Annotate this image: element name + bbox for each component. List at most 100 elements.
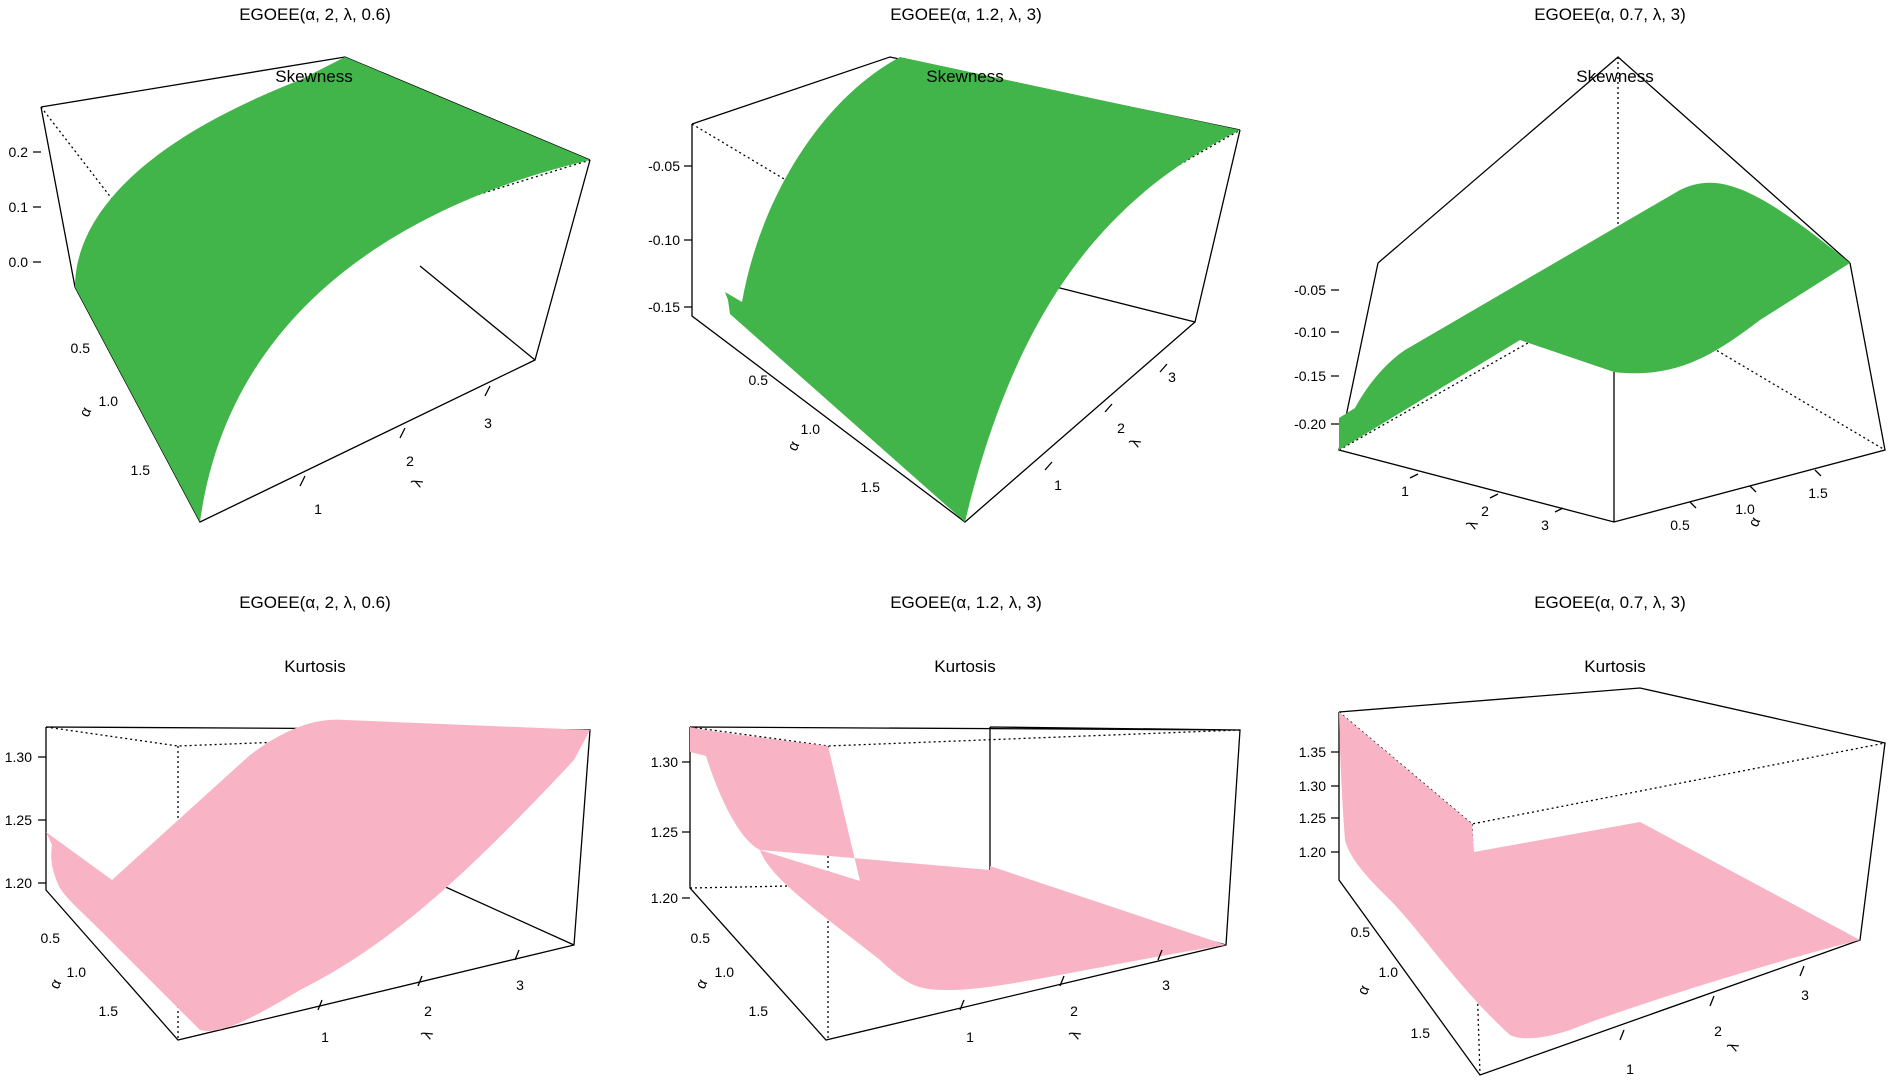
- panel-1-lambda-tick-label: 3: [484, 415, 492, 431]
- panel-5-z-tick-label: 1.20: [651, 890, 678, 906]
- panel-2-alpha-axis-label: α: [784, 438, 803, 453]
- panel-6-z-tick-label: 1.30: [1299, 778, 1326, 794]
- panel-5-alpha-axis-label: α: [692, 976, 711, 991]
- panel-6-z-tick-label: 1.20: [1299, 844, 1326, 860]
- panel-3-z-tick-label: -0.05: [1294, 282, 1326, 298]
- panel-3-z-ticks: [1331, 289, 1339, 425]
- panel-6-alpha-tick-label: 1.0: [1379, 964, 1399, 980]
- panel-6-lambda-tick-label: 2: [1714, 1023, 1722, 1039]
- panel-5-alpha-tick-label: 1.5: [749, 1003, 769, 1019]
- panel-3-alpha-axis-label: α: [1745, 514, 1764, 529]
- panel-5-lambda-tick-label: 3: [1162, 977, 1170, 993]
- panel-6-lambda-axis-label: λ: [1724, 1039, 1743, 1053]
- panel-1-lambda-axis-label: λ: [408, 475, 427, 489]
- panel-5-z-tick-label: 1.25: [651, 824, 678, 840]
- panel-6: EGOEE(α, 0.7, λ, 3) Kurtosis 1.35 1.30 1…: [1299, 593, 1886, 1077]
- panel-2-lambda-tick-label: 3: [1168, 369, 1176, 385]
- panel-4-lambda-tick-label: 2: [424, 1003, 432, 1019]
- panel-5-surface: [690, 727, 1226, 990]
- panel-2-alpha-tick-label: 1.5: [861, 479, 881, 495]
- panel-5-subtitle: Kurtosis: [934, 657, 995, 676]
- panel-6-z-tick-label: 1.25: [1299, 810, 1326, 826]
- panel-2: EGOEE(α, 1.2, λ, 3) Skewness -0.05 -0.10…: [648, 5, 1241, 523]
- panel-6-title: EGOEE(α, 0.7, λ, 3): [1534, 593, 1686, 612]
- panel-6-z-tick-label: 1.35: [1299, 744, 1326, 760]
- panel-5-title: EGOEE(α, 1.2, λ, 3): [890, 593, 1042, 612]
- panel-2-title: EGOEE(α, 1.2, λ, 3): [890, 5, 1042, 24]
- panel-4-alpha-tick-label: 1.0: [67, 964, 87, 980]
- panel-4-surface: [46, 719, 590, 1031]
- panel-4-alpha-tick-label: 0.5: [41, 930, 61, 946]
- panel-6-alpha-tick-label: 1.5: [1411, 1025, 1431, 1041]
- panel-3-lambda-tick-label: 2: [1481, 503, 1489, 519]
- panel-2-alpha-tick-label: 0.5: [749, 372, 769, 388]
- panel-4-z-ticks: [38, 756, 46, 884]
- panel-1-z-tick-label: 0.1: [9, 199, 29, 215]
- panel-4-alpha-tick-label: 1.5: [99, 1003, 119, 1019]
- panel-6-lambda-tick-label: 3: [1801, 987, 1809, 1003]
- panel-3: EGOEE(α, 0.7, λ, 3) Skewness -0.05 -0.10…: [1294, 5, 1886, 533]
- panel-4-lambda-axis-label: λ: [418, 1027, 437, 1041]
- panel-6-subtitle: Kurtosis: [1584, 657, 1645, 676]
- panel-4-title: EGOEE(α, 2, λ, 0.6): [239, 593, 391, 612]
- panel-3-title: EGOEE(α, 0.7, λ, 3): [1534, 5, 1686, 24]
- panel-6-surface: [1339, 712, 1860, 1039]
- panel-1-title: EGOEE(α, 2, λ, 0.6): [239, 5, 391, 24]
- panel-1-lambda-tick-label: 1: [314, 501, 322, 517]
- panel-4-z-tick-label: 1.25: [5, 812, 32, 828]
- panel-1-subtitle: Skewness: [275, 67, 352, 86]
- panel-1-z-ticks: [33, 151, 41, 263]
- panel-2-lambda-tick-label: 2: [1117, 420, 1125, 436]
- panel-5-lambda-ticks: [959, 949, 1163, 1011]
- panel-6-lambda-ticks: [1619, 965, 1805, 1041]
- panel-2-subtitle: Skewness: [926, 67, 1003, 86]
- panel-2-lambda-tick-label: 1: [1054, 477, 1062, 493]
- panel-1-z-tick-label: 0.0: [9, 254, 29, 270]
- panel-3-lambda-axis-label: λ: [1463, 517, 1482, 531]
- panel-5-z-tick-label: 1.30: [651, 754, 678, 770]
- panel-2-z-tick-label: -0.05: [648, 158, 680, 174]
- panel-3-alpha-ticks: [1689, 469, 1822, 509]
- panel-1-alpha-tick-label: 1.0: [99, 393, 119, 409]
- panel-6-lambda-tick-label: 1: [1626, 1061, 1634, 1077]
- panel-3-alpha-tick-label: 0.5: [1670, 517, 1690, 533]
- panel-1: EGOEE(α, 2, λ, 0.6) Skewness 0.2 0.1 0.0…: [9, 5, 591, 523]
- panel-3-z-tick-label: -0.10: [1294, 324, 1326, 340]
- panel-5-alpha-tick-label: 0.5: [691, 930, 711, 946]
- panel-6-alpha-tick-label: 0.5: [1351, 924, 1371, 940]
- panel-1-alpha-tick-label: 1.5: [131, 462, 151, 478]
- panel-6-z-ticks: [1331, 751, 1339, 853]
- panel-3-alpha-tick-label: 1.0: [1735, 501, 1755, 517]
- panel-3-lambda-ticks: [1409, 473, 1564, 513]
- panel-4: EGOEE(α, 2, λ, 0.6) Kurtosis 1.30 1.25 1…: [5, 593, 591, 1045]
- panel-4-alpha-axis-label: α: [46, 976, 65, 991]
- panel-5-lambda-axis-label: λ: [1066, 1027, 1085, 1041]
- panel-2-z-tick-label: -0.10: [648, 232, 680, 248]
- panel-2-lambda-ticks: [1044, 363, 1168, 471]
- panel-5-lambda-tick-label: 1: [966, 1029, 974, 1045]
- panel-4-lambda-ticks: [317, 949, 520, 1011]
- panel-1-lambda-ticks: [299, 385, 491, 487]
- panel-2-lambda-axis-label: λ: [1126, 435, 1145, 449]
- panel-3-z-tick-label: -0.20: [1294, 416, 1326, 432]
- panel-2-surface: [725, 57, 1240, 522]
- panel-3-surface: [1339, 182, 1850, 451]
- panel-1-alpha-tick-label: 0.5: [71, 340, 91, 356]
- panel-5-alpha-tick-label: 1.0: [715, 964, 735, 980]
- panel-4-lambda-tick-label: 3: [516, 977, 524, 993]
- panel-4-z-tick-label: 1.30: [5, 749, 32, 765]
- panel-1-lambda-tick-label: 2: [406, 453, 414, 469]
- panel-4-lambda-tick-label: 1: [321, 1029, 329, 1045]
- panel-4-subtitle: Kurtosis: [284, 657, 345, 676]
- panel-3-lambda-tick-label: 1: [1401, 483, 1409, 499]
- panel-5-lambda-tick-label: 2: [1070, 1003, 1078, 1019]
- panel-2-z-tick-label: -0.15: [648, 299, 680, 315]
- panel-1-alpha-axis-label: α: [76, 404, 95, 419]
- panel-4-z-tick-label: 1.20: [5, 875, 32, 891]
- panel-3-alpha-tick-label: 1.5: [1808, 485, 1828, 501]
- panel-1-surface: [75, 57, 590, 522]
- panel-5-z-ticks: [682, 761, 690, 899]
- panel-3-z-tick-label: -0.15: [1294, 368, 1326, 384]
- panel-3-lambda-tick-label: 3: [1541, 517, 1549, 533]
